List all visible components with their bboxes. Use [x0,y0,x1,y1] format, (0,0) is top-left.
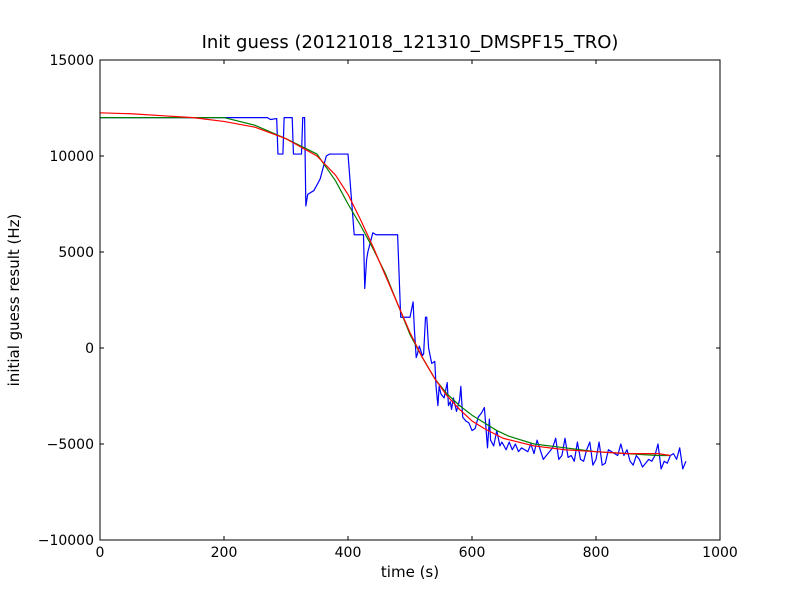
x-tick-label: 1000 [702,545,738,561]
series-line-1 [100,116,687,470]
x-tick-label: 400 [335,545,362,561]
y-tick-label: 5000 [58,245,94,261]
y-tick-label: 0 [85,341,94,357]
series-line-3 [100,112,671,457]
y-tick-label: −5000 [47,437,94,453]
x-tick-label: 600 [459,545,486,561]
x-tick-label: 200 [211,545,238,561]
tick-layer: 0 200 400 600 800 1000 −10000 −5000 0 5000 10000 15… [38,53,738,561]
y-tick-label: 10000 [49,149,94,165]
y-tick-label: 15000 [49,53,94,69]
x-tick-label: 800 [583,545,610,561]
series-layer [100,112,687,470]
x-axis-label: time (s) [381,563,439,581]
chart-title: Init guess (20121018_121310_DMSPF15_TRO) [202,32,619,53]
y-tick-label: −10000 [38,533,94,549]
plot-frame [99,59,721,541]
x-tick-label: 0 [96,545,105,561]
y-axis-label: initial guess result (Hz) [5,214,23,387]
